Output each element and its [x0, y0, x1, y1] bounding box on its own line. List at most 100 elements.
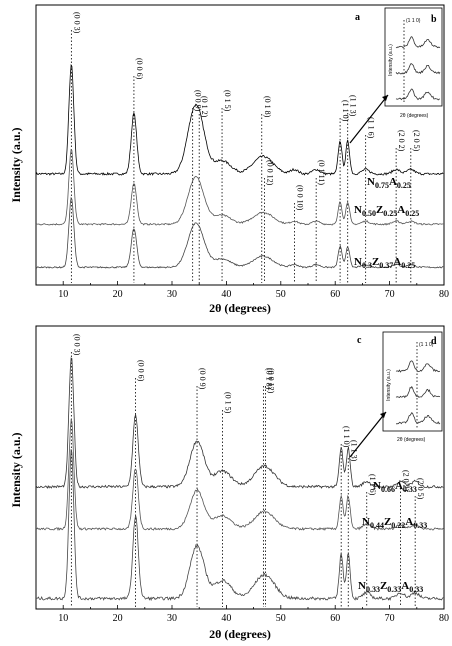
comp-a3-s1: 0.3: [362, 261, 372, 270]
comp-c2-s1: 0.44: [370, 521, 384, 530]
comp-a2-b: Z: [376, 204, 383, 216]
peak-label: (2 0 2): [401, 470, 410, 492]
inset-b-frame: [384, 7, 443, 107]
inset-trace: [395, 385, 441, 399]
peak-label: (2 0 2): [397, 130, 406, 152]
comp-c2-c: A: [405, 516, 413, 528]
inset-b-peak-label: (1 1 0): [406, 18, 421, 24]
inset-b-label: b: [431, 14, 437, 25]
peak-label: (0 0 3): [72, 334, 81, 356]
xtick-label-40: 40: [221, 289, 231, 300]
panel-a-frame: [35, 4, 445, 286]
inset-b-xlabel: 2θ (degrees): [400, 113, 429, 119]
xtick-label-20: 20: [113, 613, 123, 624]
peak-label: (2 0 5): [416, 478, 425, 500]
xtick-label-60: 60: [330, 613, 340, 624]
comp-c2-s3: 0.33: [413, 521, 427, 530]
panel-c-frame: [35, 325, 445, 610]
peak-label: (0 1 2): [200, 96, 209, 118]
peak-label: (0 0 10): [295, 185, 304, 211]
peak-label: (1 1 6): [367, 117, 376, 139]
peak-label: (0 1 8): [264, 368, 273, 390]
panel-c-ylabel: Intensity (a.u.): [9, 432, 23, 507]
series-N0.44Z0.22A0.33: [35, 418, 444, 531]
panel-a-label: a: [355, 12, 360, 23]
panel-c: 10 20 30 40 50 60 70 80 (0 0 3)(0 0 6) (0 0 9)(0…: [9, 325, 449, 641]
peak-label: (0 1 5): [223, 90, 232, 112]
xtick-label-70: 70: [385, 613, 395, 624]
inset-d-frame: [382, 331, 443, 432]
comp-c3-s1: 0.33: [366, 585, 380, 594]
xtick-label-50: 50: [276, 289, 286, 300]
peak-label: (2 0 5): [412, 130, 421, 152]
series-N0.33Z0.33A0.33: [35, 449, 444, 602]
inset-b-ylabel: Intensity (a.u.): [388, 44, 394, 76]
composition-label-a2: N0.50Z0.25A0.25: [354, 204, 419, 218]
inset-d-peak-label: (1 1 0): [419, 342, 434, 348]
xtick-label-30: 30: [167, 289, 177, 300]
inset-b-traces: [395, 36, 441, 101]
peak-label: (1 1 0): [341, 100, 350, 122]
panel-a-reference-lines: (0 0 3) (0 0 6) (0 0 9)(0 1 2) (0 1 5) (0 1 …: [70, 12, 421, 283]
comp-a3-b: Z: [372, 256, 379, 268]
xtick-label-20: 20: [113, 289, 123, 300]
inset-trace: [396, 412, 441, 425]
series-N0.3Z0.37A0.25: [35, 196, 444, 269]
inset-d-label: d: [431, 336, 437, 347]
zoom-arrow-a: [349, 94, 389, 144]
inset-d-ylabel: Intensity (a.u.): [386, 369, 392, 401]
comp-c3-n: N: [358, 580, 366, 592]
inset-b: b 2θ (degrees) Intensity (a.u.) (1 1 0): [384, 7, 443, 119]
comp-c1-b: A: [395, 480, 403, 492]
peak-label: (0 0 9): [194, 90, 203, 112]
comp-c3-s3: 0.33: [409, 585, 423, 594]
peak-label: (0 0 12): [267, 368, 276, 394]
comp-a1-b: A: [389, 176, 397, 188]
zoom-arrow-c-head: [380, 412, 386, 418]
peak-label: (0 0 6): [135, 58, 144, 80]
xtick-label-10: 10: [58, 289, 68, 300]
xtick-label-40: 40: [221, 613, 231, 624]
comp-c1-n: N: [373, 480, 381, 492]
peak-label: (1 1 3): [349, 440, 358, 462]
peak-label: (0 0 6): [137, 360, 146, 382]
comp-a3-s2: 0.37: [379, 261, 393, 270]
comp-c3-c: A: [401, 580, 409, 592]
zoom-arrow-a-head: [382, 95, 388, 101]
comp-c1-s1: 0.66: [381, 485, 395, 494]
zoom-arrow-c: [349, 411, 387, 458]
panel-c-xlabel: 2θ (degrees): [209, 627, 271, 641]
series-N0.75A0.25: [35, 63, 444, 176]
series-N0.66A0.33: [35, 357, 444, 489]
peak-label: (0 0 9): [198, 368, 207, 390]
peak-label: (0 1 11): [317, 160, 326, 185]
panel-c-traces: [35, 357, 444, 602]
panel-c-xticks: 10 20 30 40 50 60 70 80: [35, 605, 449, 624]
comp-a2-n: N: [354, 204, 362, 216]
panel-c-label: c: [357, 335, 362, 346]
composition-label-a3: N0.3Z0.37A0.25: [354, 256, 415, 270]
peak-label: (0 1 8): [263, 96, 272, 118]
comp-a3-n: N: [354, 256, 362, 268]
peak-label: (0 0 3): [72, 12, 81, 34]
composition-label-c3: N0.33Z0.33A0.33: [358, 580, 423, 594]
composition-label-a1: N0.75A0.25: [367, 176, 411, 190]
panel-a-xticks: 10 20 30 40 50 60 70 80: [35, 281, 449, 300]
comp-a2-c: A: [397, 204, 405, 216]
comp-a2-s2: 0.25: [383, 209, 397, 218]
composition-label-c1: N0.66A0.33: [373, 480, 417, 494]
comp-a1-s2: 0.25: [397, 181, 411, 190]
panel-a-traces: [35, 63, 444, 269]
comp-a3-c: A: [393, 256, 401, 268]
inset-trace: [395, 62, 441, 75]
panel-a: 10 20 30 40 50 60 70 80 (0 0 3)(0 0 6)(0 0 9)(0…: [9, 4, 449, 315]
comp-a1-n: N: [367, 176, 375, 188]
comp-c2-n: N: [362, 516, 370, 528]
xtick-label-30: 30: [167, 613, 177, 624]
comp-a2-s3: 0.25: [405, 209, 419, 218]
comp-c1-s2: 0.33: [403, 485, 417, 494]
xtick-label-80: 80: [439, 613, 449, 624]
panel-c-reference-lines: (0 0 3) (0 0 6) (0 0 9) (0 1 5) (0 1 8)(0 0 …: [70, 334, 425, 607]
inset-trace: [395, 88, 441, 101]
